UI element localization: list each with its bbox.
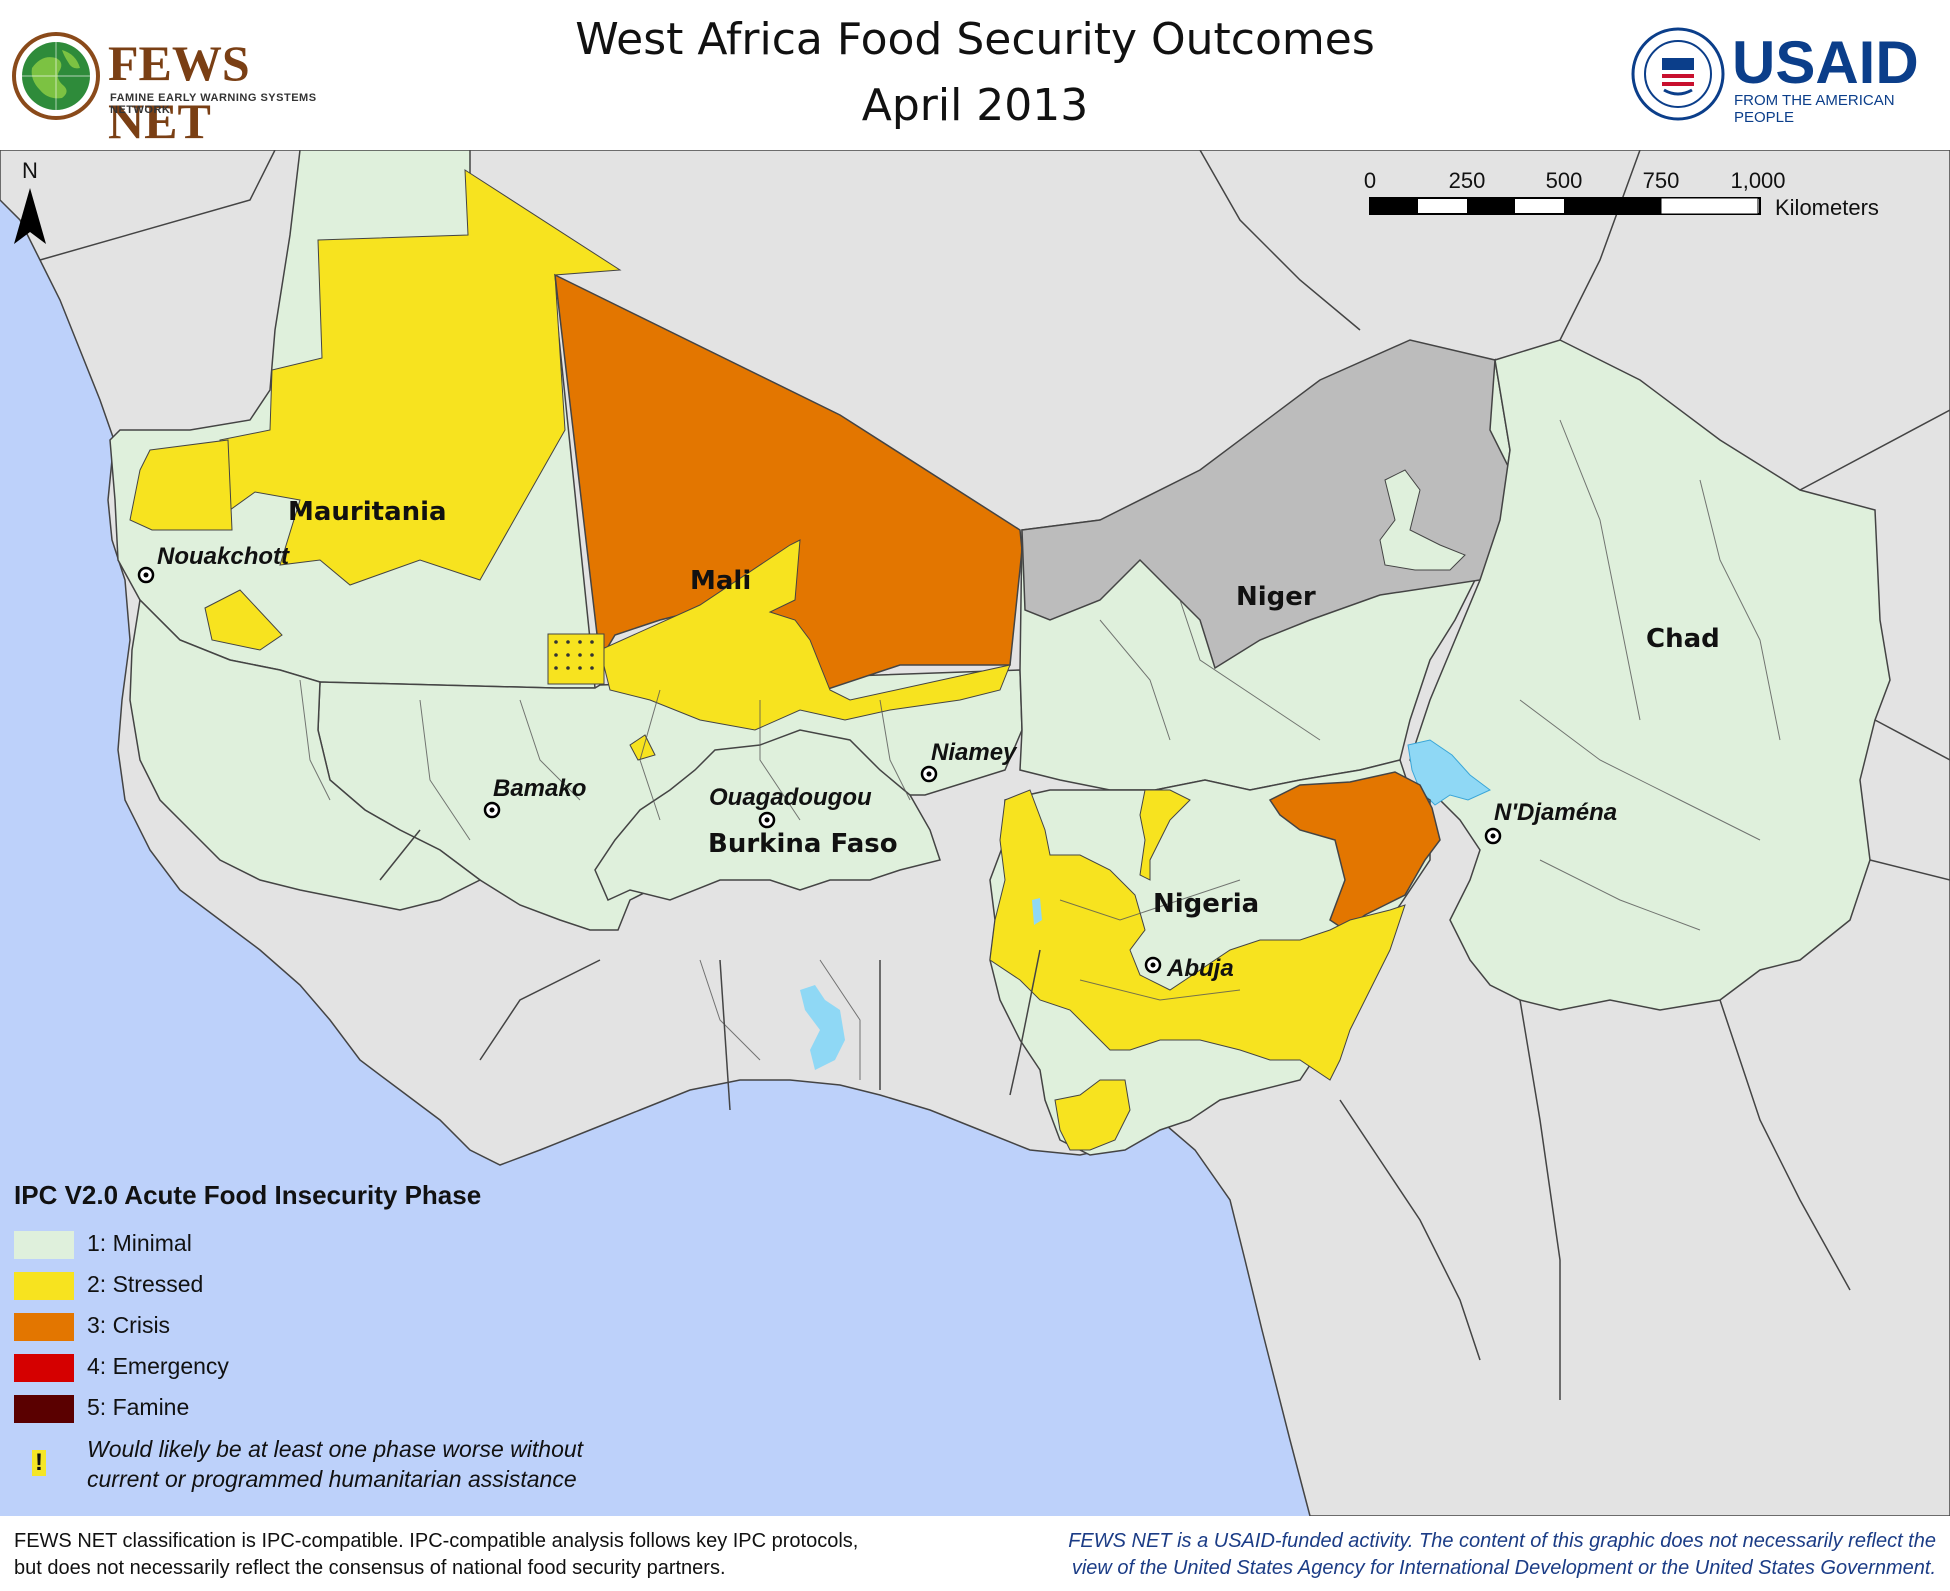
- legend-swatch-minimal: [14, 1231, 74, 1259]
- footer-line: view of the United States Agency for Int…: [1071, 1557, 1936, 1579]
- region-niger-minimal-pocket: [1379, 469, 1466, 571]
- legend-item: 2: Stressed: [14, 1268, 654, 1309]
- legend-note: ! Would likely be at least one phase wor…: [14, 1434, 654, 1494]
- label-mauritania: Mauritania: [288, 497, 447, 527]
- region-nigeria-stressed-delta: [1054, 1079, 1131, 1151]
- lake-kainji: [1032, 898, 1042, 925]
- region-coastal-west-africa-minimal: [129, 598, 482, 911]
- legend-label: 5: Famine: [87, 1394, 190, 1420]
- footer-line: FEWS NET classification is IPC-compatibl…: [14, 1530, 859, 1552]
- region-mauritania-stressed-south: [204, 589, 283, 651]
- legend-note-line: Would likely be at least one phase worse…: [87, 1436, 584, 1462]
- legend-label: 1: Minimal: [87, 1230, 192, 1256]
- other-borders: [39, 150, 1950, 1400]
- north-arrow: N: [14, 158, 46, 244]
- usaid-name: USAID: [1732, 29, 1919, 96]
- label-ouagadougou: Ouagadougou: [709, 784, 872, 811]
- map-title: West Africa Food Security Outcomes: [575, 14, 1375, 65]
- label-abuja: Abuja: [1166, 955, 1234, 982]
- scale-bar: 0 250 500 750 1,000 Kilometers: [1364, 168, 1879, 220]
- label-mali: Mali: [690, 566, 751, 596]
- scale-tick-750: 750: [1643, 168, 1680, 193]
- fews-net-name: FEWS NET: [108, 35, 250, 149]
- legend-item: 4: Emergency: [14, 1350, 654, 1391]
- legend-swatch-stressed: [14, 1272, 74, 1300]
- usaid-logo: USAID FROM THE AMERICAN PEOPLE: [1630, 26, 1940, 126]
- label-nouakchott: Nouakchott: [157, 543, 290, 570]
- region-nigeria-stressed: [989, 789, 1406, 1081]
- usaid-seal-icon: [1631, 27, 1725, 121]
- footer-disclaimer-usaid: FEWS NET is a USAID-funded activity. The…: [1000, 1528, 1936, 1582]
- region-mali-stressed: [599, 539, 1011, 731]
- legend-label: 4: Emergency: [87, 1353, 229, 1379]
- usaid-subtitle: FROM THE AMERICAN PEOPLE: [1734, 92, 1895, 126]
- legend-swatch-famine: [14, 1395, 74, 1423]
- region-nigeria-minimal: [989, 759, 1431, 1156]
- footer-line: FEWS NET is a USAID-funded activity. The…: [1068, 1530, 1936, 1552]
- region-nigeria-stressed-north: [1139, 789, 1191, 881]
- scale-tick-250: 250: [1449, 168, 1486, 193]
- scale-tick-500: 500: [1546, 168, 1583, 193]
- capital-centers: [143, 572, 1496, 968]
- food-security-map: N 0 250 500 750 1,000 Kilometers Maurita…: [0, 150, 1950, 1516]
- label-chad: Chad: [1646, 624, 1720, 654]
- footer-line: but does not necessarily reflect the con…: [14, 1557, 726, 1579]
- north-label: N: [22, 158, 38, 183]
- legend-swatch-emergency: [14, 1354, 74, 1382]
- scale-tick-0: 0: [1364, 168, 1376, 193]
- fews-net-logo: FEWS NET FAMINE EARLY WARNING SYSTEMS NE…: [10, 30, 330, 149]
- label-bamako: Bamako: [493, 775, 586, 802]
- legend-item: 1: Minimal: [14, 1227, 654, 1268]
- legend-label: 3: Crisis: [87, 1312, 171, 1338]
- label-burkina-faso: Burkina Faso: [708, 829, 898, 859]
- label-niamey: Niamey: [931, 739, 1018, 766]
- exclamation-icon: !: [32, 1450, 46, 1476]
- lake-volta: [800, 985, 845, 1070]
- footer-disclaimer-ipc: FEWS NET classification is IPC-compatibl…: [14, 1528, 914, 1582]
- fews-net-subtitle: FAMINE EARLY WARNING SYSTEMS NETWORK: [110, 92, 317, 116]
- legend: IPC V2.0 Acute Food Insecurity Phase 1: …: [14, 1180, 654, 1494]
- legend-title: IPC V2.0 Acute Food Insecurity Phase: [14, 1180, 482, 1210]
- legend-label: 2: Stressed: [87, 1271, 204, 1297]
- region-nigeria-crisis: [1268, 771, 1441, 931]
- legend-note-text: Would likely be at least one phase worse…: [87, 1434, 647, 1494]
- region-niger-no-data: [1021, 339, 1511, 670]
- scale-unit: Kilometers: [1775, 195, 1879, 220]
- header: FEWS NET FAMINE EARLY WARNING SYSTEMS NE…: [0, 0, 1950, 150]
- region-chad-minimal: [1409, 339, 1891, 1011]
- label-nigeria: Nigeria: [1153, 889, 1259, 919]
- legend-note-line: current or programmed humanitarian assis…: [87, 1466, 577, 1492]
- label-niger: Niger: [1236, 582, 1316, 612]
- legend-item: 3: Crisis: [14, 1309, 654, 1350]
- label-ndjamena: N'Djaména: [1494, 799, 1617, 826]
- footer: FEWS NET classification is IPC-compatibl…: [0, 1516, 1950, 1591]
- region-mauritania-stressed-north: [219, 169, 622, 586]
- region-mali-stressed-small: [629, 734, 656, 761]
- mali-hatched-area: [547, 633, 605, 685]
- map-subtitle-date: April 2013: [861, 80, 1089, 131]
- region-mauritania-stressed-west: [129, 439, 233, 531]
- legend-swatch-crisis: [14, 1313, 74, 1341]
- admin-boundaries: [299, 419, 1781, 1080]
- legend-item: 5: Famine: [14, 1391, 654, 1432]
- scale-tick-1000: 1,000: [1730, 168, 1785, 193]
- globe-icon: [12, 32, 100, 120]
